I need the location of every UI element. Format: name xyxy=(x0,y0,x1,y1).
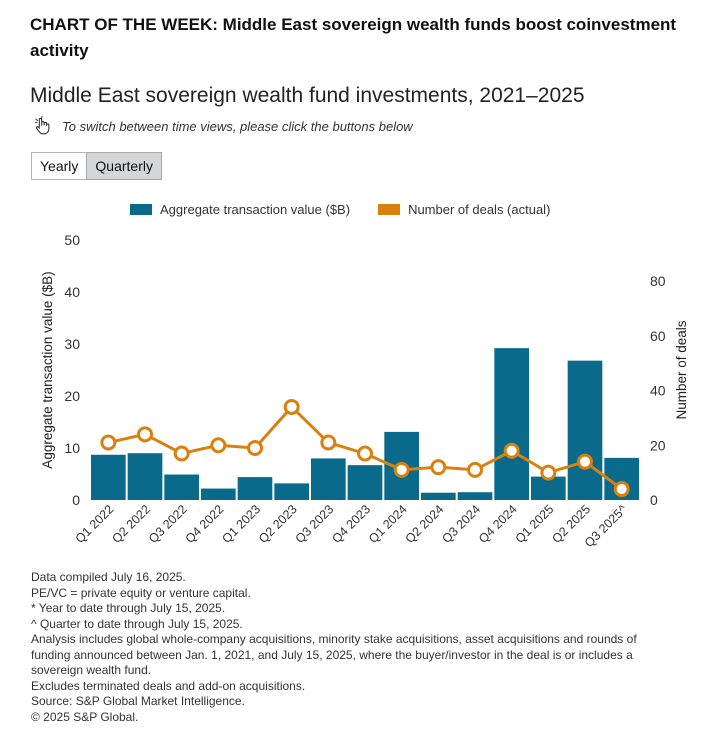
deals-point-q1-2022 xyxy=(100,434,117,451)
chart-legend: Aggregate transaction value ($B) Number … xyxy=(130,202,550,217)
deals-point-q4-2022 xyxy=(210,437,227,454)
bar-q2-2024 xyxy=(421,492,456,500)
bar-q3-2024 xyxy=(457,492,493,500)
x-tick-label: Q4 2024 xyxy=(476,502,520,546)
deals-point-q4-2024 xyxy=(503,442,520,459)
y-tick-label: 0 xyxy=(72,492,80,508)
hint-text: To switch between time views, please cli… xyxy=(62,118,413,134)
bar-q2-2022 xyxy=(127,453,163,500)
x-tick-label: Q1 2022 xyxy=(73,502,117,546)
x-tick-label: Q1 2023 xyxy=(219,502,263,546)
legend-item-deals[interactable]: Number of deals (actual) xyxy=(378,202,550,217)
combo-chart: 0 10 20 30 40 50 0 20 40 60 80 Aggregate transactio… xyxy=(40,232,689,550)
deals-point-q3-2022 xyxy=(173,445,190,462)
x-tick-label: Q4 2022 xyxy=(183,502,227,546)
legend-label-value: Aggregate transaction value ($B) xyxy=(160,202,351,217)
x-tick-label: Q1 2024 xyxy=(366,502,410,546)
y2-tick-label: 20 xyxy=(650,437,666,453)
y-tick-label: 20 xyxy=(64,388,80,404)
x-tick-label: Q2 2024 xyxy=(403,502,447,546)
x-tick-label: Q3 2023 xyxy=(293,502,337,546)
footnote-line: Data compiled July 16, 2025. xyxy=(31,570,186,584)
x-tick-label: Q1 2025 xyxy=(513,502,557,546)
deals-point-q1-2024 xyxy=(393,461,410,478)
deals-point-q1-2023 xyxy=(247,440,263,456)
x-tick-label: Q4 2023 xyxy=(329,502,373,546)
deals-point-q3-2024 xyxy=(467,461,483,478)
bar-q4-2024 xyxy=(494,348,529,500)
x-tick-label: Q2 2023 xyxy=(256,502,300,546)
deals-point-q3-2025- xyxy=(613,481,630,498)
deals-point-q4-2023 xyxy=(357,445,373,462)
legend-label-deals: Number of deals (actual) xyxy=(408,202,551,217)
chart-title: Middle East sovereign wealth fund invest… xyxy=(30,84,585,107)
footnotes: Data compiled July 16, 2025. PE/VC = priv… xyxy=(31,570,671,725)
footnote-line: ^ Quarter to date through July 15, 2025. xyxy=(31,616,243,631)
footnote-line: PE/VC = private equity or venture capita… xyxy=(31,585,251,600)
deals-point-q3-2023 xyxy=(320,434,337,451)
y-tick-label: 40 xyxy=(64,284,80,300)
footnote-line: * Year to date through July 15, 2025. xyxy=(31,601,226,615)
y-tick-label: 10 xyxy=(64,440,80,456)
footnote-line: Analysis includes global whole-company a… xyxy=(31,632,637,677)
x-tick-label: Q3 2022 xyxy=(146,502,190,546)
deals-point-q2-2022 xyxy=(137,426,153,443)
bar-q4-2022 xyxy=(201,488,236,500)
bar-q3-2023 xyxy=(311,458,346,500)
y-tick-label: 30 xyxy=(64,336,80,352)
y2-tick-label: 80 xyxy=(650,273,666,289)
time-view-toggle: Yearly Quarterly xyxy=(31,152,162,180)
legend-swatch-bar xyxy=(130,204,152,215)
bar-q1-2023 xyxy=(237,477,273,500)
legend-swatch-line xyxy=(378,204,401,215)
bar-q3-2022 xyxy=(164,474,199,500)
bar-q1-2022 xyxy=(91,454,126,500)
footnote-line: Excludes terminated deals and add-on acq… xyxy=(31,678,306,693)
x-tick-label: Q2 2022 xyxy=(109,502,153,546)
yearly-button[interactable]: Yearly xyxy=(31,152,88,180)
deals-point-q1-2025 xyxy=(540,464,557,481)
y2-tick-label: 60 xyxy=(650,328,666,344)
x-tick-label: Q3 2024 xyxy=(439,502,483,546)
page-headline: CHART OF THE WEEK: Middle East sovereign… xyxy=(30,15,677,60)
y2-tick-label: 0 xyxy=(650,492,658,508)
hand-pointer-icon xyxy=(34,115,50,135)
y-axis-title: Aggregate transaction value ($B) xyxy=(40,271,55,468)
bar-q2-2025 xyxy=(567,360,603,500)
deals-point-q2-2023 xyxy=(283,398,300,415)
quarterly-button[interactable]: Quarterly xyxy=(86,152,162,180)
deals-point-q2-2024 xyxy=(430,459,447,476)
y-tick-label: 50 xyxy=(64,232,80,248)
footnote-line: Source: S&P Global Market Intelligence. xyxy=(31,694,245,708)
bar-q1-2025 xyxy=(531,476,566,500)
instruction-hint: To switch between time views, please cli… xyxy=(32,115,413,137)
bar-q2-2023 xyxy=(274,483,309,500)
y2-tick-label: 40 xyxy=(650,383,666,399)
bar-q4-2023 xyxy=(347,465,383,500)
deals-point-q2-2025 xyxy=(577,453,593,470)
y2-axis-title: Number of deals xyxy=(674,320,689,419)
footnote-line: © 2025 S&P Global. xyxy=(31,709,139,724)
legend-item-value[interactable]: Aggregate transaction value ($B) xyxy=(130,202,350,217)
